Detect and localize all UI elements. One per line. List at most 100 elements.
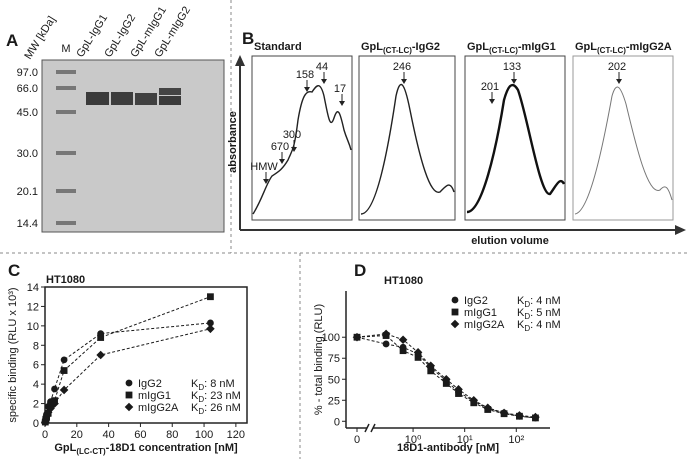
y-tick-label: 4 xyxy=(33,379,39,391)
gel-image xyxy=(41,59,225,233)
y-tick-label: 50 xyxy=(328,374,340,386)
peak-label: 300 xyxy=(283,129,301,141)
arrow-head xyxy=(263,179,269,184)
text-part: : 4 nM xyxy=(530,295,561,307)
trace-title: GpL(CT-LC)-mIgG1 xyxy=(467,41,556,55)
peak-label: 158 xyxy=(296,69,314,81)
gel-band xyxy=(159,96,181,105)
text-part: : 8 nM xyxy=(204,378,235,390)
y-tick-label: 2 xyxy=(33,399,39,411)
legend-label: mIgG2A xyxy=(464,319,505,331)
arrow-head xyxy=(489,99,495,104)
text-part: K xyxy=(517,307,525,319)
data-point xyxy=(413,348,423,357)
text-part: : 23 nM xyxy=(204,390,241,402)
chart-title: HT1080 xyxy=(384,275,423,287)
lane-label: M xyxy=(61,43,70,55)
gel-panel: A MW [kDa] M97.066.045.030.020.114.4GpL-I… xyxy=(6,4,225,233)
gel-band xyxy=(56,70,76,74)
data-point xyxy=(97,334,105,341)
gel-band xyxy=(56,110,76,114)
peak-label: 133 xyxy=(503,61,521,73)
panel-label: B xyxy=(242,29,254,48)
x-tick-label: 120 xyxy=(227,429,245,441)
legend-note: KD: 23 nM xyxy=(191,390,241,404)
arrow-head xyxy=(675,225,686,235)
data-point xyxy=(96,350,105,360)
arrow-head xyxy=(304,87,310,92)
data-point xyxy=(515,411,524,420)
mw-label: 30.0 xyxy=(17,148,38,160)
y-tick-label: 6 xyxy=(33,360,39,372)
text-part: -mIgG1 xyxy=(518,41,556,53)
peak-label: 17 xyxy=(334,83,346,95)
data-point xyxy=(469,395,479,405)
gel-band xyxy=(86,92,109,105)
data-point xyxy=(483,403,493,413)
legend-label: IgG2 xyxy=(138,378,162,390)
trace-box xyxy=(358,55,456,221)
legend-label: mIgG1 xyxy=(464,307,497,319)
mw-label: 14.4 xyxy=(17,218,38,230)
x-tick-label: 60 xyxy=(134,429,146,441)
y-axis-label: % - total binding (RLU) xyxy=(313,304,325,415)
legend-note: KD: 5 nM xyxy=(517,307,561,321)
mw-label: 66.0 xyxy=(17,83,38,95)
text-part: (CT-LC) xyxy=(597,46,626,55)
y-axis-label: specific binding (RLU x 10³) xyxy=(7,287,19,422)
text-part: GpL xyxy=(54,442,76,454)
legend-marker xyxy=(451,308,459,316)
text-part: D xyxy=(198,383,204,392)
text-part: (CT-LC) xyxy=(383,46,412,55)
trace xyxy=(360,83,455,215)
x-tick-label: 0 xyxy=(42,429,48,441)
text-part: -18D1 concentration [nM] xyxy=(106,442,238,454)
text-part: D xyxy=(524,324,530,333)
peak-label: 201 xyxy=(481,81,499,93)
axis-break xyxy=(370,423,376,433)
text-part: : 26 nM xyxy=(204,402,241,414)
mw-label: 97.0 xyxy=(17,67,38,79)
mw-label: 20.1 xyxy=(17,186,38,198)
text-part: (CT-LC) xyxy=(489,46,518,55)
x-tick-label: 40 xyxy=(102,429,114,441)
fit-line xyxy=(44,328,211,423)
trace-title: Standard xyxy=(254,41,302,53)
peak-label: HMW xyxy=(250,161,278,173)
arrow-head xyxy=(235,55,245,66)
text-part: K xyxy=(191,378,199,390)
data-point xyxy=(531,412,540,422)
data-point xyxy=(43,408,53,417)
text-part: D xyxy=(198,395,204,404)
text-part: K xyxy=(517,319,525,331)
data-point xyxy=(441,374,451,384)
legend-note: KD: 8 nM xyxy=(191,378,235,392)
legend-label: mIgG2A xyxy=(138,402,179,414)
x-tick-label: 0 xyxy=(354,434,360,446)
data-point xyxy=(206,324,215,334)
arrow-head xyxy=(321,79,327,84)
chart-title: HT1080 xyxy=(46,274,85,286)
peak-label: 670 xyxy=(271,141,289,153)
arrow-head xyxy=(511,79,517,84)
text-part: K xyxy=(191,390,199,402)
y-tick-label: 14 xyxy=(27,282,39,294)
text-part: -IgG2 xyxy=(412,41,440,53)
trace-title: GpL(CT-LC)-mIgG2A xyxy=(575,41,672,55)
mw-label: 45.0 xyxy=(17,107,38,119)
text-part: D xyxy=(524,312,530,321)
arrow-head xyxy=(401,79,407,84)
x-axis-label: 18D1-antibody [nM] xyxy=(397,442,499,454)
text-part: : 4 nM xyxy=(530,319,561,331)
legend-note: KD: 26 nM xyxy=(191,402,241,416)
gel-band xyxy=(111,92,133,105)
data-point xyxy=(454,385,463,394)
data-point xyxy=(207,293,214,301)
data-point xyxy=(60,367,68,374)
data-point xyxy=(42,411,51,421)
y-tick-label: 10 xyxy=(27,321,39,333)
data-point xyxy=(60,356,68,364)
legend-label: IgG2 xyxy=(464,295,488,307)
trace-title: GpL(CT-LC)-IgG2 xyxy=(361,41,440,55)
